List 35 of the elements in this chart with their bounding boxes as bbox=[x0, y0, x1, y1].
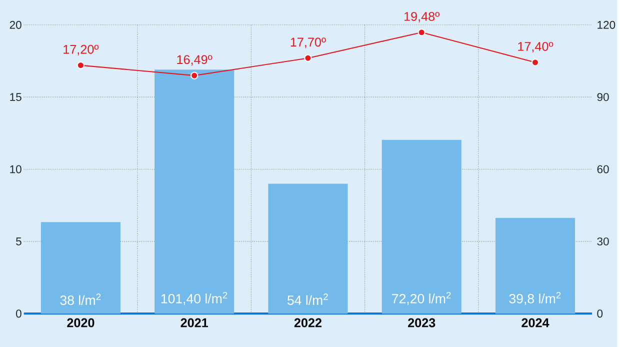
x-tick-label: 2020 bbox=[67, 318, 94, 328]
data-label: 38 l/m$^{2}$ bbox=[60, 293, 101, 305]
y2-tick-label: 90 bbox=[597, 92, 609, 101]
data-label: 72,20 l/m$^{2}$ bbox=[392, 292, 451, 305]
y2-tick-label: 0 bbox=[597, 309, 603, 318]
x-tick-label: 2023 bbox=[408, 318, 436, 328]
point bbox=[190, 71, 198, 80]
point bbox=[76, 61, 85, 69]
data-label: 101,40 l/m$^{2}$ bbox=[161, 292, 228, 305]
point bbox=[531, 58, 540, 66]
y2-tick-label: 30 bbox=[597, 237, 609, 246]
bar bbox=[495, 218, 576, 314]
data-label: 39,8 l/m$^{2}$ bbox=[509, 292, 561, 305]
y-tick-label: 10 bbox=[10, 165, 22, 174]
bar bbox=[268, 183, 348, 314]
data-label: 16,49º bbox=[177, 54, 212, 66]
data-label: 19,48º bbox=[404, 12, 440, 22]
data-label: 17,70º bbox=[290, 37, 326, 48]
point bbox=[418, 28, 426, 36]
bar bbox=[382, 140, 462, 314]
bar bbox=[154, 69, 234, 314]
y2-tick-label: 120 bbox=[598, 20, 616, 29]
x-tick-label: 2022 bbox=[294, 318, 322, 328]
data-label: 17,20º bbox=[64, 44, 99, 56]
point bbox=[304, 54, 312, 62]
y-tick-label: 0 bbox=[16, 309, 22, 318]
bar bbox=[40, 222, 120, 314]
y-tick-label: 15 bbox=[10, 92, 22, 101]
x-tick-label: 2024 bbox=[522, 318, 550, 328]
x-tick-label: 2021 bbox=[180, 318, 208, 328]
data-label: 54 l/m$^{2}$ bbox=[288, 293, 328, 305]
y-tick-label: 5 bbox=[16, 237, 22, 246]
y-tick-label: 20 bbox=[10, 20, 22, 29]
y2-tick-label: 60 bbox=[597, 165, 609, 174]
data-label: 17,40º bbox=[518, 42, 554, 52]
